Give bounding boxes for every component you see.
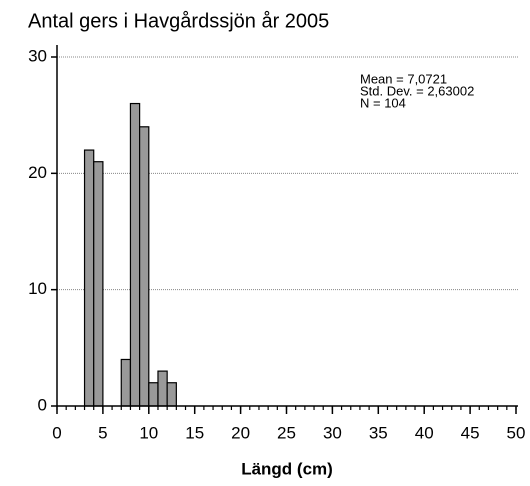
bar	[120, 358, 132, 407]
y-tick-label: 0	[38, 395, 47, 414]
x-tick-label: 10	[139, 423, 158, 442]
x-tick-label: 50	[507, 423, 526, 442]
x-axis-label: Längd (cm)	[241, 459, 333, 478]
y-tick-label: 10	[28, 279, 47, 298]
bar	[166, 382, 177, 407]
x-tick-label: 20	[231, 423, 250, 442]
x-tick-label: 0	[52, 423, 61, 442]
bar	[148, 382, 159, 407]
bar	[157, 370, 168, 407]
chart-title: Antal gers i Havgårdssjön år 2005	[28, 10, 329, 32]
x-tick-label: 35	[369, 423, 388, 442]
x-tick-label: 5	[98, 423, 107, 442]
y-tick-label: 30	[28, 46, 47, 65]
x-tick-label: 45	[461, 423, 480, 442]
annotation: N = 104	[360, 95, 406, 110]
x-tick-label: 15	[185, 423, 204, 442]
y-tick-label: 20	[28, 163, 47, 182]
bar	[83, 149, 95, 407]
x-tick-label: 30	[323, 423, 342, 442]
x-tick-label: 40	[415, 423, 434, 442]
annotation: Mean = 7,0721	[360, 71, 447, 86]
bar	[139, 126, 150, 407]
x-tick-label: 25	[277, 423, 296, 442]
annotation: Std. Dev. = 2,63002	[360, 83, 474, 98]
bar	[93, 161, 104, 407]
bar	[129, 102, 141, 407]
